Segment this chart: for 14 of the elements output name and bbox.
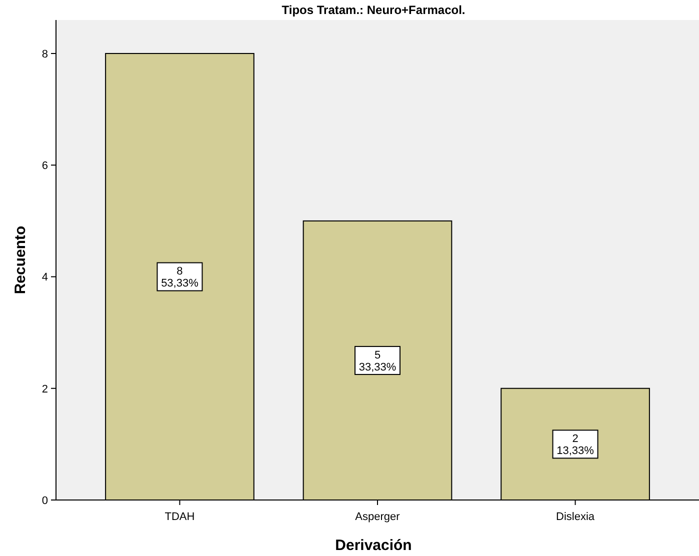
x-tick-label: Asperger: [355, 511, 400, 523]
data-label: 2 13,33%: [556, 433, 594, 458]
y-tick-label: 0: [42, 495, 48, 507]
x-axis-title: Derivación: [335, 537, 412, 554]
y-axis-title: Recuento: [12, 226, 29, 294]
data-label: 8 53,33%: [161, 266, 199, 290]
y-tick-label: 6: [42, 160, 48, 172]
chart-title: Tipos Tratam.: Neuro+Farmacol.: [282, 3, 466, 17]
y-tick-label: 2: [42, 383, 48, 396]
y-tick-label: 8: [42, 48, 48, 60]
y-tick-label: 4: [42, 272, 48, 284]
x-tick-label: TDAH: [164, 511, 195, 523]
data-label: 5 33,33%: [358, 349, 396, 374]
x-tick-label: Dislexia: [556, 511, 596, 523]
